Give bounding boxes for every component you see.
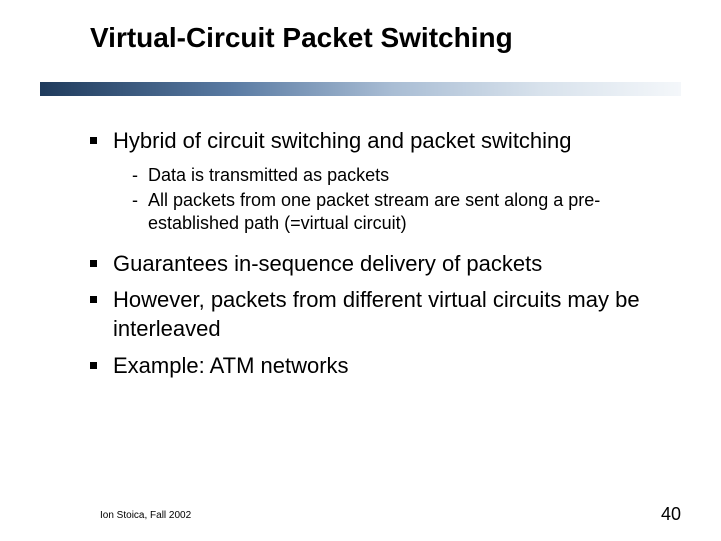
sublist: - Data is transmitted as packets - All p…: [132, 164, 661, 236]
dash-bullet-icon: -: [132, 164, 138, 187]
sub-bullet-item: - Data is transmitted as packets: [132, 164, 661, 187]
dash-bullet-icon: -: [132, 189, 138, 212]
bullet-text: However, packets from different virtual …: [113, 286, 661, 343]
sub-bullet-item: - All packets from one packet stream are…: [132, 189, 661, 236]
square-bullet-icon: [90, 296, 97, 303]
bullet-text: Hybrid of circuit switching and packet s…: [113, 127, 572, 156]
bullet-item: Example: ATM networks: [90, 352, 661, 381]
footer-author: Ion Stoica, Fall 2002: [100, 510, 191, 521]
sub-bullet-text: All packets from one packet stream are s…: [148, 189, 661, 236]
bullet-text: Guarantees in-sequence delivery of packe…: [113, 250, 542, 279]
sub-bullet-text: Data is transmitted as packets: [148, 164, 389, 187]
bullet-item: Hybrid of circuit switching and packet s…: [90, 127, 661, 156]
bullet-text: Example: ATM networks: [113, 352, 349, 381]
bullet-item: Guarantees in-sequence delivery of packe…: [90, 250, 661, 279]
content-area: Hybrid of circuit switching and packet s…: [40, 127, 681, 380]
separator-bar: [40, 82, 681, 96]
square-bullet-icon: [90, 260, 97, 267]
bullet-item: However, packets from different virtual …: [90, 286, 661, 343]
slide: Virtual-Circuit Packet Switching Hybrid …: [0, 0, 721, 541]
square-bullet-icon: [90, 137, 97, 144]
square-bullet-icon: [90, 362, 97, 369]
slide-number: 40: [661, 504, 681, 525]
slide-title: Virtual-Circuit Packet Switching: [90, 22, 681, 54]
